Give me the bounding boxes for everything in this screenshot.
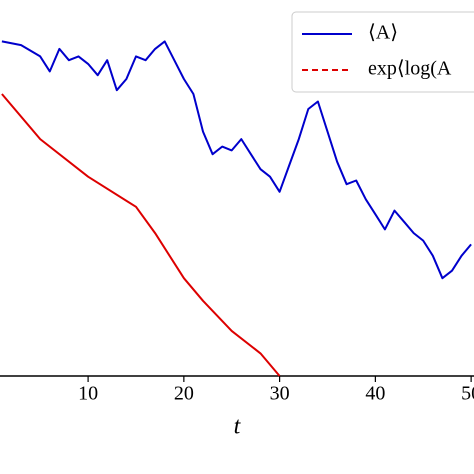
x-tick-label: 20 (174, 383, 194, 405)
legend-box (291, 11, 474, 93)
series-line (1, 40, 472, 280)
x-axis-label: t (234, 414, 242, 440)
x-tick-label: 30 (270, 383, 290, 405)
x-tick-label: 40 (365, 383, 385, 405)
series-line (1, 93, 281, 377)
x-tick-label: 50 (461, 383, 474, 405)
legend-label: ⟨A⟩ (368, 22, 398, 44)
x-tick-label: 10 (78, 383, 98, 405)
legend-label: exp⟨log(A (368, 58, 452, 80)
